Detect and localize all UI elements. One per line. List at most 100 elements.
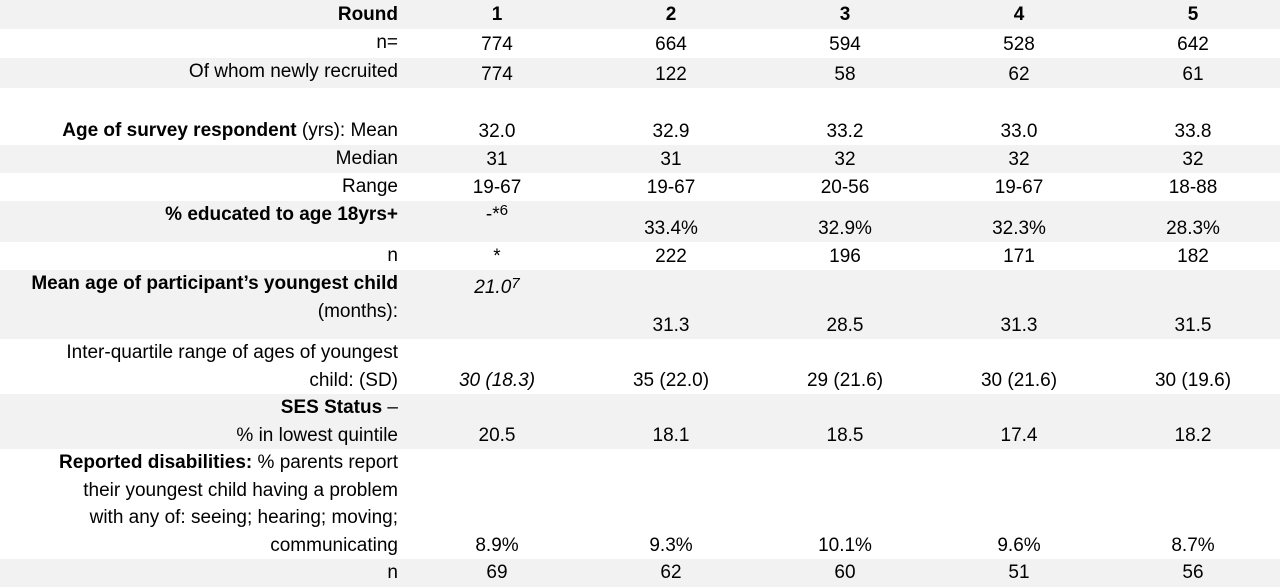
table-cell: 196 — [829, 245, 861, 267]
table-row: Median 31 31 32 32 32 — [0, 145, 1280, 173]
table-cell: 62 — [584, 559, 758, 587]
table-cell: 32.0 — [478, 120, 516, 142]
table-row: Mean age of participant’s youngest child… — [0, 270, 1280, 339]
row-label-bold: Reported disabilities: — [59, 452, 253, 473]
table-cell: 32 — [758, 145, 932, 173]
table-cell: 17.4 — [932, 394, 1106, 449]
table-cell: 222 — [655, 245, 687, 267]
table-cell: * — [493, 245, 501, 267]
table-cell: 18.2 — [1106, 394, 1280, 449]
table-cell: 51 — [932, 559, 1106, 587]
table-cell: 9.3% — [649, 534, 693, 556]
row-label: SES Status – % in lowest quintile — [0, 394, 410, 449]
table-cell: 30 (18.3) — [458, 369, 536, 391]
table-cell: 122 — [584, 58, 758, 88]
round-header: 2 — [584, 0, 758, 29]
table-cell: 60 — [758, 559, 932, 587]
row-label-bold: SES Status — [280, 397, 383, 418]
table-cell: 31.5 — [1106, 270, 1280, 339]
footnote-marker: 6 — [499, 201, 509, 219]
table-cell: 774 — [410, 58, 584, 88]
table-row: Reported disabilities: % parents report t… — [0, 449, 1280, 559]
table-cell: 528 — [1003, 33, 1035, 55]
row-label-dash: – — [382, 397, 398, 418]
table-cell: 31 — [584, 145, 758, 173]
header-row: Round 1 2 3 4 5 — [0, 0, 1280, 29]
cell-value: -* — [485, 204, 500, 225]
round-header: 1 — [410, 0, 584, 29]
table-cell: 61 — [1106, 58, 1280, 88]
row-label-rest: % parents report — [252, 452, 398, 473]
row-label: Age of survey respondent (yrs): Mean — [0, 117, 410, 145]
table-cell: 664 — [655, 33, 687, 55]
row-label-rest: (yrs): Mean — [296, 120, 398, 141]
table-cell: 33.8 — [1174, 120, 1212, 142]
table-cell: 31.3 — [932, 270, 1106, 339]
row-label: Of whom newly recruited — [0, 58, 410, 88]
table-cell: 18.1 — [584, 394, 758, 449]
row-label: n — [387, 245, 398, 266]
row-label-rest: (months): — [317, 300, 398, 322]
table-cell: 8.7% — [1171, 534, 1215, 556]
table-cell: 20.5 — [410, 394, 584, 449]
table-cell: 32.3% — [932, 201, 1106, 242]
row-label: Mean age of participant’s youngest child… — [0, 270, 410, 339]
table-cell: 28.3% — [1106, 201, 1280, 242]
row-label-bold: Age of survey respondent — [62, 120, 297, 141]
row-label: n= — [376, 32, 398, 53]
table-cell: 32.9% — [758, 201, 932, 242]
table-cell: 30 (19.6) — [1154, 369, 1232, 391]
table-cell: 8.9% — [475, 534, 519, 556]
row-label: n — [0, 559, 410, 587]
table-cell: 29 (21.6) — [806, 369, 884, 391]
table-cell: 20-56 — [820, 176, 870, 198]
table-cell: 28.5 — [758, 270, 932, 339]
table-row: % educated to age 18yrs+ -*6 33.4% 32.9%… — [0, 201, 1280, 242]
row-label-line: child: (SD) — [309, 369, 398, 391]
row-label-line: with any of: seeing; hearing; moving; — [89, 507, 398, 528]
table-cell: 30 (21.6) — [980, 369, 1058, 391]
table-cell: 21.07 — [410, 270, 584, 339]
table-cell: 62 — [932, 58, 1106, 88]
row-label: Inter-quartile range of ages of youngest… — [0, 339, 410, 394]
row-label-line: Inter-quartile range of ages of youngest — [66, 342, 398, 363]
table-cell: 774 — [481, 33, 513, 55]
row-label: Range — [342, 176, 398, 197]
table-row: Range 19-67 19-67 20-56 19-67 18-88 — [0, 173, 1280, 201]
header-label: Round — [0, 0, 410, 29]
round-header: 5 — [1106, 0, 1280, 29]
table-cell: 56 — [1106, 559, 1280, 587]
table-cell: 33.2 — [826, 120, 864, 142]
spacer-row — [0, 88, 1280, 117]
row-label: % educated to age 18yrs+ — [0, 201, 410, 242]
table-row: Age of survey respondent (yrs): Mean 32.… — [0, 117, 1280, 145]
table-cell: 35 (22.0) — [632, 369, 710, 391]
footnote-marker: 7 — [511, 274, 520, 292]
row-label-line: % in lowest quintile — [236, 424, 398, 446]
table-cell: 31.3 — [584, 270, 758, 339]
table-cell: 19-67 — [994, 176, 1044, 198]
table-cell: 171 — [1003, 245, 1035, 267]
table-cell: 594 — [829, 33, 861, 55]
table-row: Inter-quartile range of ages of youngest… — [0, 339, 1280, 394]
row-label-line: their youngest child having a problem — [83, 479, 398, 501]
table-cell: 32 — [1106, 145, 1280, 173]
table-cell: 32 — [932, 145, 1106, 173]
table-cell: 31 — [410, 145, 584, 173]
table-cell: 9.6% — [997, 534, 1041, 556]
table-cell: 69 — [410, 559, 584, 587]
table-row: n * 222 196 171 182 — [0, 242, 1280, 270]
table-row: SES Status – % in lowest quintile 20.5 18… — [0, 394, 1280, 449]
table-cell: 19-67 — [472, 176, 522, 198]
row-label-bold: Mean age of participant’s youngest child — [31, 273, 398, 294]
table-cell: 33.0 — [1000, 120, 1038, 142]
row-label-line: communicating — [270, 534, 398, 556]
table-cell: -*6 — [410, 201, 584, 242]
table-cell: 18-88 — [1168, 176, 1218, 198]
row-label: Median — [0, 145, 410, 173]
table-cell: 32.9 — [652, 120, 690, 142]
table-cell: 10.1% — [818, 534, 872, 556]
table-cell: 58 — [758, 58, 932, 88]
cell-value: 21.0 — [474, 277, 512, 298]
